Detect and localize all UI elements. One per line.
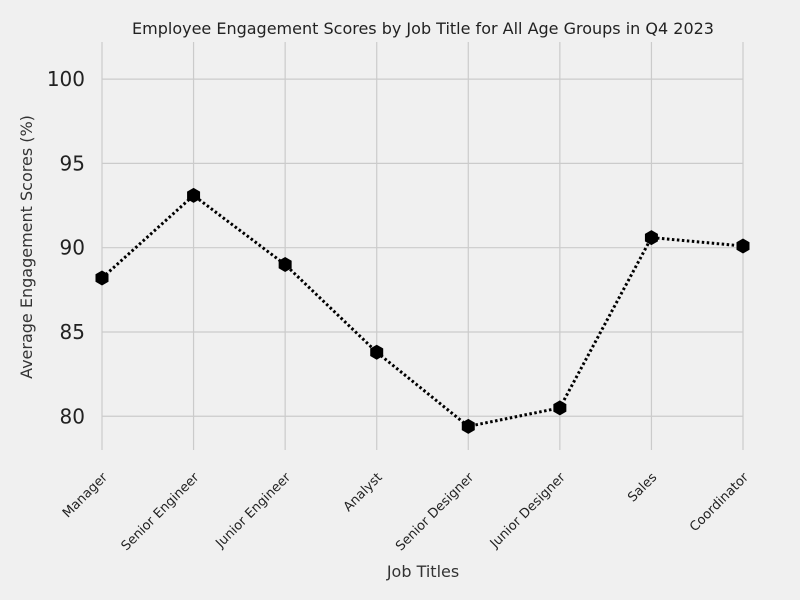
- y-axis-ticks: 80 85 90 95 100: [47, 67, 85, 428]
- x-axis-label: Job Titles: [386, 562, 459, 581]
- data-point: [278, 257, 292, 273]
- y-axis-label: Average Engagement Scores (%): [17, 115, 36, 379]
- data-point: [187, 187, 201, 203]
- series-layer: [95, 187, 750, 434]
- y-tick-label: 85: [60, 320, 85, 344]
- data-point: [644, 230, 658, 246]
- data-point: [95, 270, 109, 286]
- y-tick-label: 90: [60, 236, 85, 260]
- series-line: [100, 193, 744, 429]
- chart-title: Employee Engagement Scores by Job Title …: [132, 19, 714, 38]
- data-point: [553, 400, 567, 416]
- data-point: [370, 344, 384, 360]
- y-tick-label: 80: [60, 404, 85, 428]
- data-point: [736, 238, 750, 254]
- data-point: [461, 418, 475, 434]
- y-tick-label: 100: [47, 67, 85, 91]
- y-tick-label: 95: [60, 151, 85, 175]
